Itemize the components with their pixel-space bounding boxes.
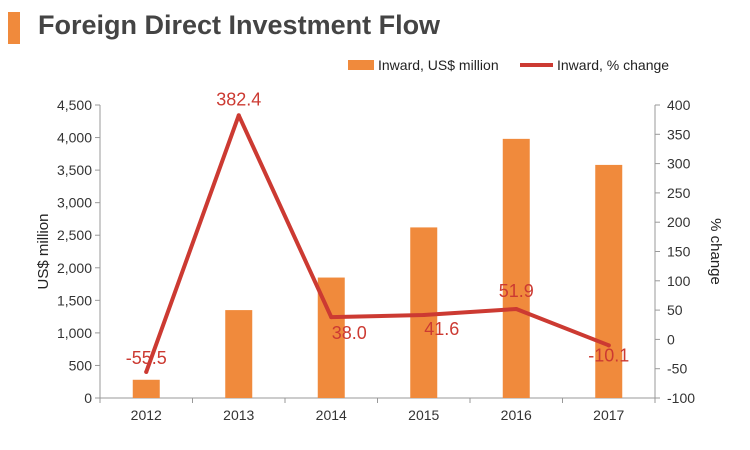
x-tick-label: 2015 — [408, 407, 439, 423]
data-label: 41.6 — [424, 319, 459, 339]
bar — [132, 379, 160, 398]
right-tick-label: 300 — [667, 156, 691, 172]
pct-change-line — [144, 113, 611, 374]
legend-swatch-bar — [348, 60, 374, 70]
left-tick-label: 0 — [84, 390, 92, 406]
line-point — [144, 369, 149, 374]
legend-label-bar: Inward, US$ million — [378, 57, 499, 73]
x-tick-label: 2014 — [316, 407, 347, 423]
left-axis-title: US$ million — [35, 214, 52, 290]
data-label: 382.4 — [216, 89, 261, 109]
right-tick-label: 50 — [667, 302, 683, 318]
x-tick-label: 2012 — [131, 407, 162, 423]
chart-title: Foreign Direct Investment Flow — [38, 10, 441, 40]
title-accent-bar — [8, 12, 20, 44]
right-tick-label: 250 — [667, 185, 691, 201]
right-tick-label: 200 — [667, 214, 691, 230]
data-label: 51.9 — [499, 281, 534, 301]
data-label: -10.1 — [588, 345, 629, 365]
line-point — [514, 306, 519, 311]
line-point — [329, 315, 334, 320]
right-tick-label: -50 — [667, 361, 687, 377]
left-tick-label: 500 — [69, 357, 93, 373]
right-axis-title: % change — [707, 218, 724, 285]
right-tick-label: 150 — [667, 244, 691, 260]
bar — [595, 164, 623, 398]
left-tick-label: 2,500 — [57, 227, 92, 243]
x-tick-label: 2016 — [501, 407, 532, 423]
line-point — [421, 313, 426, 318]
left-tick-label: 4,000 — [57, 130, 92, 146]
left-tick-label: 2,000 — [57, 260, 92, 276]
left-tick-label: 4,500 — [57, 97, 92, 113]
right-tick-label: 400 — [667, 97, 691, 113]
left-tick-label: 3,500 — [57, 162, 92, 178]
right-tick-label: 350 — [667, 126, 691, 142]
x-tick-label: 2013 — [223, 407, 254, 423]
legend-label-line: Inward, % change — [557, 57, 669, 73]
data-label: -55.5 — [126, 348, 167, 368]
x-tick-label: 2017 — [593, 407, 624, 423]
line-point — [236, 113, 241, 118]
left-tick-label: 3,000 — [57, 195, 92, 211]
data-label: 38.0 — [332, 323, 367, 343]
bar — [225, 310, 253, 398]
left-tick-label: 1,000 — [57, 325, 92, 341]
right-tick-label: 0 — [667, 331, 675, 347]
right-tick-label: 100 — [667, 273, 691, 289]
left-tick-label: 1,500 — [57, 292, 92, 308]
bar — [502, 138, 530, 398]
right-tick-label: -100 — [667, 390, 695, 406]
line-point — [606, 343, 611, 348]
